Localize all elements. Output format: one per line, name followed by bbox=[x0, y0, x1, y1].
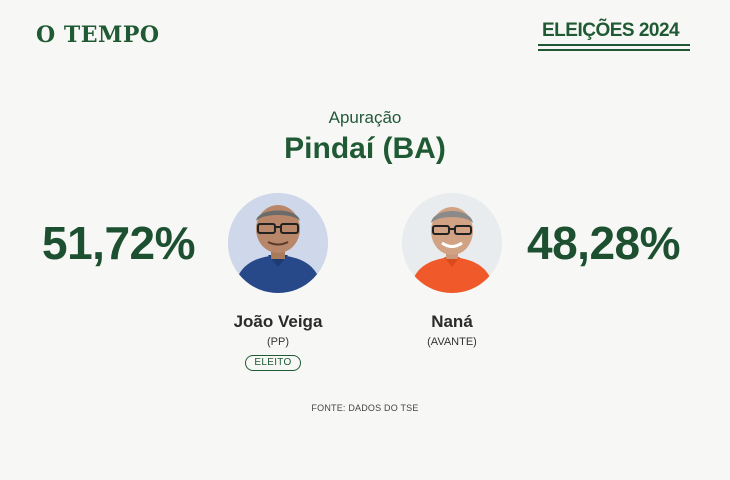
source-note: FONTE: DADOS DO TSE bbox=[311, 403, 419, 413]
elected-badge: ELEITO bbox=[245, 355, 301, 371]
elections-label: ELEIÇÕES 2024 bbox=[542, 20, 680, 41]
city-title: Pindaí (BA) bbox=[284, 132, 446, 165]
elections-2024-logo: ELEIÇÕES 2024 bbox=[538, 20, 690, 52]
subtitle: Apuração bbox=[328, 108, 402, 127]
brand-logo: O TEMPO bbox=[36, 22, 160, 48]
elections-underline-top bbox=[538, 44, 690, 46]
elections-underline-bottom bbox=[538, 49, 690, 51]
candidate-1-name: João Veiga bbox=[233, 312, 323, 331]
candidate-1-party: (PP) bbox=[267, 336, 289, 348]
candidate-2-party: (AVANTE) bbox=[427, 336, 477, 348]
candidate-2-name: Naná bbox=[431, 312, 473, 331]
candidate-2-photo bbox=[402, 193, 502, 293]
candidate-1-percent: 51,72% bbox=[42, 217, 196, 269]
candidate-2-percent: 48,28% bbox=[527, 217, 681, 269]
candidate-1-photo bbox=[228, 193, 328, 293]
